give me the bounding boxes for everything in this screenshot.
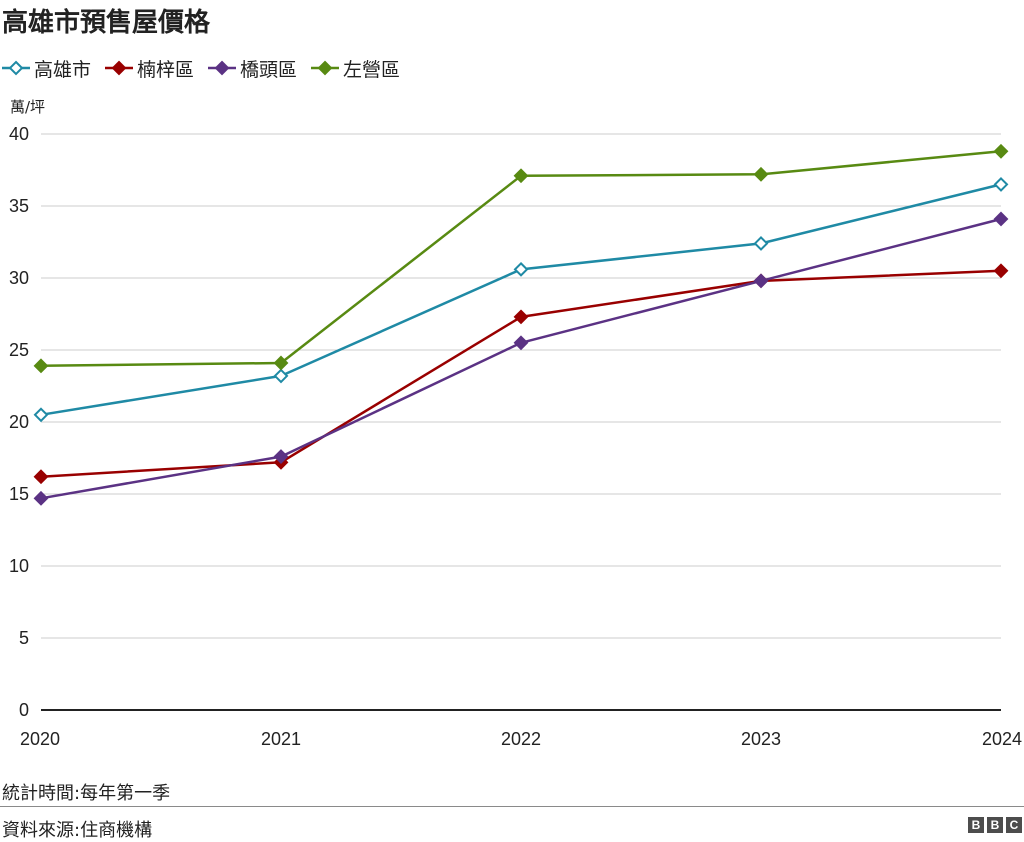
data-point-0-1 [273,368,289,384]
logo-letter-0: B [968,817,984,833]
y-tick-label-7: 35 [9,196,29,216]
legend-item-0: 高雄市 [2,55,91,82]
data-point-3-3 [753,166,769,182]
legend-swatch-2 [208,60,237,76]
data-point-1-0 [33,469,49,485]
x-tick-label-2: 2022 [501,729,541,749]
data-point-0-2 [513,261,529,277]
data-point-0-0 [33,407,49,423]
data-point-2-1 [273,449,289,464]
footer-note: 統計時間:每年第一季 [2,783,171,804]
legend-swatch-3 [311,60,340,76]
data-point-3-1 [273,355,289,371]
data-point-2-4 [993,211,1009,227]
legend-label-1: 楠梓區 [137,58,195,81]
legend-label-0: 高雄市 [34,58,92,81]
data-point-3-4 [993,143,1009,159]
data-point-3-2 [513,168,529,184]
data-point-2-3 [753,273,769,289]
legend: 高雄市 楠梓區 橋頭區 左營區 [2,54,414,82]
footer-divider [0,806,1024,807]
series-line-1 [40,269,1002,478]
y-tick-label-2: 10 [9,556,29,576]
x-tick-label-4: 2024 [982,729,1022,749]
data-point-1-4 [993,263,1009,279]
legend-swatch-0 [2,60,30,76]
legend-item-1: 楠梓區 [105,55,194,82]
y-tick-label-1: 5 [19,628,29,648]
series-line-3 [40,150,1002,368]
logo-letter-2: C [1006,817,1022,833]
legend-item-3: 左營區 [311,55,400,82]
legend-swatch-1 [105,60,134,76]
chart-title: 高雄市預售屋價格 [2,8,211,38]
logo-letter-1: B [987,817,1003,833]
series-line-2 [40,217,1002,500]
y-tick-label-8: 40 [9,124,29,144]
data-point-0-4 [993,176,1009,192]
data-point-3-0 [33,358,49,374]
y-tick-label-0: 0 [19,700,29,720]
footer-source: 資料來源:住商機構 [2,820,153,841]
legend-item-2: 橋頭區 [208,55,297,82]
x-tick-label-0: 2020 [20,729,60,749]
series-line-0 [40,183,1002,417]
x-tick-label-3: 2023 [741,729,781,749]
y-tick-label-5: 25 [9,340,29,360]
y-tick-label-6: 30 [9,268,29,288]
y-tick-label-3: 15 [9,484,29,504]
data-point-0-3 [753,236,769,251]
data-point-1-2 [513,309,529,325]
y-axis-label: 萬/坪 [10,98,46,116]
legend-label-3: 左營區 [343,58,401,81]
legend-label-2: 橋頭區 [240,58,298,81]
x-tick-label-1: 2021 [261,729,301,749]
data-point-2-0 [33,490,49,506]
bbc-logo: B B C [965,817,1022,833]
y-tick-label-4: 20 [9,412,29,432]
data-point-2-2 [513,335,529,351]
